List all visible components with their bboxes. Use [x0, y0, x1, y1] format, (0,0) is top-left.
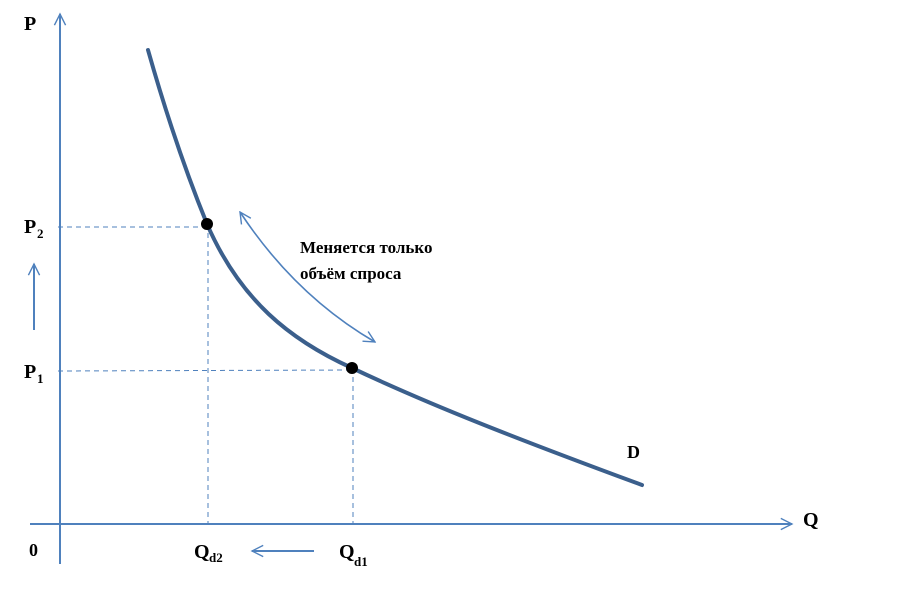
double-arrow-icon [240, 212, 375, 342]
qd1-label-subscript: d1 [354, 554, 368, 569]
qd2-label: Q [194, 541, 210, 563]
point-p2-qd2 [201, 218, 213, 230]
p1-guide-line [57, 369, 353, 372]
p2-label-subscript: 2 [37, 226, 44, 241]
p2-label: P [24, 216, 36, 238]
annotation-line-1: Меняется только [300, 238, 432, 257]
qd1-label: Q [339, 541, 355, 563]
y-axis-label: P [24, 13, 36, 35]
point-p1-qd1 [346, 362, 358, 374]
origin-label: 0 [29, 540, 38, 560]
curve-label-d: D [627, 442, 640, 462]
x-axis-label: Q [803, 509, 819, 531]
p1-label-subscript: 1 [37, 371, 44, 386]
annotation-line-2: объём спроса [300, 264, 402, 283]
p1-label: P [24, 361, 36, 383]
qd2-label-subscript: d2 [209, 550, 223, 565]
